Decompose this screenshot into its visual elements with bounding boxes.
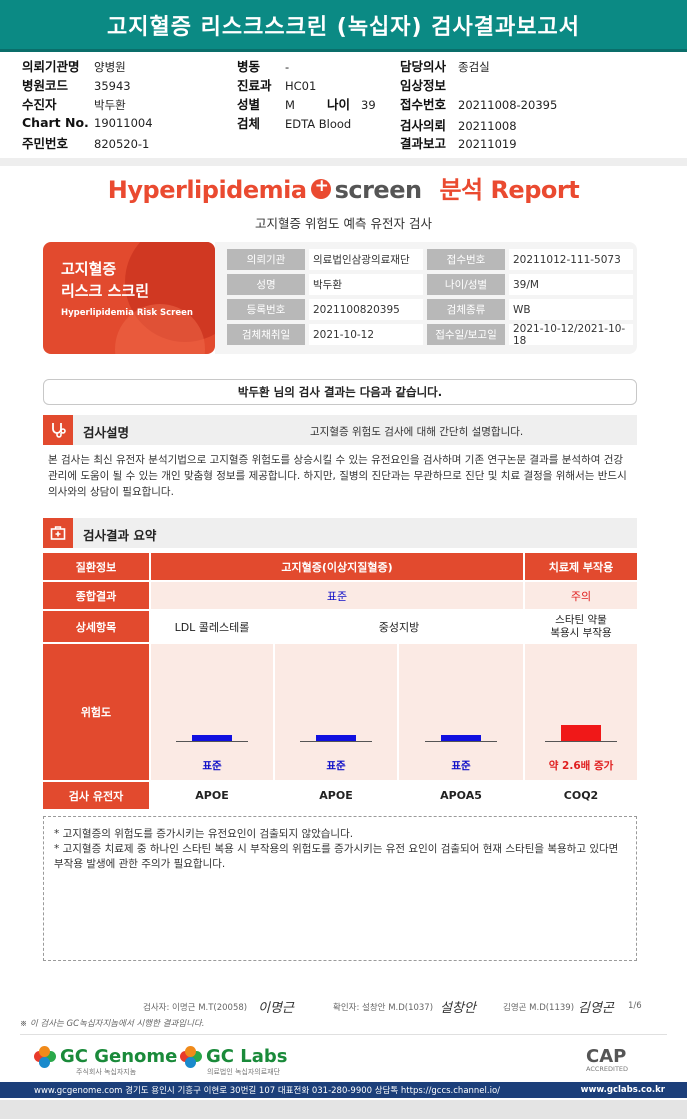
meta-row: 병원코드 35943	[22, 78, 131, 93]
disease-name: 고지혈증(이상지질혈증)	[151, 553, 523, 580]
row-label: 질환정보	[43, 553, 149, 580]
meta-row: 주민번호 820520-1	[22, 136, 150, 151]
section-test-description: 검사설명 고지혈증 위험도 검사에 대해 간단히 설명합니다.	[43, 415, 637, 445]
risk-logo-icon	[310, 176, 331, 199]
signature-row: 검사자: 이명근 M.T(20058) 이명근 확인자: 설창안 M.D(103…	[0, 998, 687, 1018]
risk-bar	[441, 735, 481, 741]
gene-name: APOA5	[399, 782, 523, 809]
notes-box: * 고지혈증의 위험도를 증가시키는 유전요인이 검출되지 않았습니다. * 고…	[43, 816, 637, 961]
brand-title: Hyperlipidemiascreen 분석 Report	[0, 170, 687, 205]
gene-name: APOE	[151, 782, 273, 809]
risk-baseline	[300, 741, 372, 742]
row-label: 검사 유전자	[43, 782, 149, 809]
overall-result: 표준	[151, 582, 523, 609]
risk-label: 표준	[451, 759, 471, 772]
result-summary-table: 질환정보 고지혈증(이상지질혈증) 치료제 부작용 종합결과 표준 주의 상세항…	[43, 553, 637, 809]
detail-item: 스타틴 약물 복용시 부작용	[525, 611, 637, 642]
meta-row: 검사의뢰 20211008	[400, 118, 517, 133]
risk-bar	[316, 735, 356, 741]
footer-logos: GC Genome 주식회사 녹십자지놈 GC Labs 의료법인 녹십자의료재…	[0, 1040, 687, 1080]
risk-cell	[525, 644, 637, 780]
gene-name: APOE	[275, 782, 397, 809]
meta-row: 진료과 HC01	[237, 78, 317, 93]
risk-cell	[275, 644, 397, 780]
page-bottom	[0, 1100, 687, 1119]
risk-baseline	[545, 741, 617, 742]
hero-card: 고지혈증 리스크 스크린 Hyperlipidemia Risk Screen	[43, 242, 215, 354]
risk-bar	[561, 725, 601, 741]
detail-item: 중성지방	[275, 611, 523, 642]
cap-logo: CAP	[586, 1046, 627, 1067]
note-line: * 고지혈증 치료제 중 하나인 스타틴 복용 시 부작용의 위험도를 증가시키…	[54, 843, 619, 870]
detail-item: LDL 콜레스테롤	[151, 611, 273, 642]
meta-row: 수진자 박두환	[22, 97, 126, 112]
risk-bar	[192, 735, 232, 741]
description-paragraph: 본 검사는 최신 유전자 분석기법으로 고지혈증 위험도를 상승시킬 수 있는 …	[48, 454, 627, 498]
meta-row: 의뢰기관명 양병원	[22, 59, 126, 74]
note-line: * 고지혈증의 위험도를 증가시키는 유전요인이 검출되지 않았습니다.	[54, 828, 354, 840]
signature-handwriting: 이명근	[258, 1001, 294, 1016]
page-number: 1/6	[628, 1001, 642, 1011]
risk-cell	[399, 644, 523, 780]
gc-labs-logo-icon	[180, 1046, 202, 1068]
brand-subtitle: 고지혈증 위험도 예측 유전자 검사	[255, 216, 432, 231]
risk-label: 표준	[202, 759, 222, 772]
gene-name: COQ2	[525, 782, 637, 809]
gc-genome-logo-icon	[34, 1046, 56, 1068]
footer-bar: www.gcgenome.com 경기도 용인시 기흥구 이현로 30번길 10…	[0, 1082, 687, 1098]
report-title-banner: 고지혈증 리스크스크린 (녹십자) 검사결과보고서	[0, 0, 687, 52]
section-result-summary: 검사결과 요약	[43, 518, 637, 548]
page-divider	[0, 158, 687, 166]
meta-row: 담당의사 종검실	[400, 59, 490, 74]
report-title: 고지혈증 리스크스크린 (녹십자) 검사결과보고서	[107, 14, 580, 40]
patient-meta: 의뢰기관명 양병원 병원코드 35943 수진자 박두환 Chart No. 19011…	[0, 56, 687, 156]
signature-handwriting: 설창안	[440, 1001, 476, 1016]
meta-row: Chart No. 19011004	[22, 115, 153, 130]
stethoscope-icon	[43, 415, 73, 445]
side-effect-result: 주의	[525, 582, 637, 609]
meta-row: 성별 M 나이 39	[237, 97, 376, 112]
risk-label: 표준	[326, 759, 346, 772]
meta-row: 병동 -	[237, 59, 290, 74]
risk-baseline	[425, 741, 497, 742]
meta-row: 검체 EDTA Blood	[237, 116, 352, 131]
brand-header: Hyperlipidemiascreen 분석 Report 고지혈증 위험도 …	[0, 170, 687, 232]
divider	[20, 1034, 667, 1035]
result-greeting: 박두환 님의 검사 결과는 다음과 같습니다.	[43, 379, 637, 405]
medical-kit-icon	[43, 518, 73, 548]
meta-row: 접수번호 20211008-20395	[400, 97, 558, 112]
row-label: 상세항목	[43, 611, 149, 642]
risk-baseline	[176, 741, 248, 742]
meta-row: 임상정보	[400, 78, 447, 93]
footnote: ※ 이 검사는 GC녹십자지놈에서 시행한 결과입니다.	[20, 1019, 205, 1029]
row-label: 종합결과	[43, 582, 149, 609]
risk-label: 약 2.6배 증가	[548, 759, 614, 772]
website-link[interactable]: www.gclabs.co.kr	[580, 1085, 665, 1095]
row-label: 위험도	[43, 644, 149, 780]
signature-handwriting: 김영곤	[578, 1001, 614, 1016]
meta-row: 결과보고 20211019	[400, 136, 517, 151]
patient-info-grid: 의뢰기관 의료법인삼광의료재단 접수번호 20211012-111-5073 성…	[215, 242, 637, 354]
side-effect-header: 치료제 부작용	[525, 553, 637, 580]
risk-cell	[151, 644, 273, 780]
